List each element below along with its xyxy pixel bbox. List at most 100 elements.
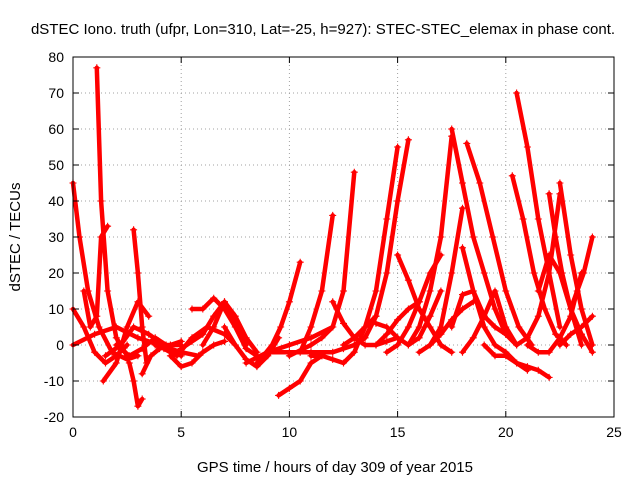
data-point — [545, 269, 553, 277]
data-point — [93, 312, 101, 320]
data-point — [448, 269, 456, 277]
data-point — [383, 323, 391, 331]
series-line — [265, 342, 357, 355]
data-point — [534, 348, 542, 356]
data-point — [307, 352, 315, 360]
x-axis-label: GPS time / hours of day 309 of year 2015 — [197, 459, 473, 476]
y-tick-label: 30 — [48, 229, 64, 245]
data-point — [221, 298, 228, 306]
data-point — [242, 334, 250, 342]
data-point — [588, 341, 596, 349]
data-point — [448, 348, 456, 356]
data-point — [459, 305, 466, 313]
data-point — [448, 125, 456, 133]
data-point — [502, 287, 510, 295]
series-line — [341, 144, 400, 348]
data-point — [134, 402, 142, 410]
data-point — [177, 345, 185, 353]
data-point — [491, 287, 499, 295]
data-point — [394, 334, 402, 342]
data-point — [491, 305, 499, 313]
data-point — [361, 341, 369, 349]
data-point — [523, 341, 531, 349]
data-point — [404, 136, 412, 144]
data-point — [573, 287, 581, 295]
data-point — [188, 359, 196, 367]
data-point — [350, 348, 358, 356]
data-point — [151, 341, 159, 349]
series-line — [557, 313, 595, 348]
data-series — [350, 136, 412, 349]
data-point — [275, 391, 283, 399]
data-series — [125, 359, 146, 410]
data-point — [556, 179, 564, 187]
data-point — [253, 348, 261, 356]
data-point — [580, 269, 588, 277]
series-line — [568, 234, 595, 312]
data-point — [350, 168, 358, 176]
data-point — [588, 312, 596, 320]
data-point — [361, 334, 369, 342]
data-point — [307, 323, 315, 331]
data-point — [394, 341, 402, 349]
data-point — [556, 341, 564, 349]
data-series — [80, 222, 112, 331]
data-point — [221, 323, 228, 331]
data-point — [130, 226, 138, 234]
axis-ticks — [72, 56, 615, 418]
data-point — [578, 341, 585, 349]
data-point — [253, 359, 261, 367]
data-point — [199, 341, 207, 349]
y-axis-label: dSTEC / TECUs — [7, 183, 24, 292]
data-point — [578, 305, 585, 313]
data-point — [523, 334, 531, 342]
series-line — [297, 213, 335, 355]
data-point — [404, 305, 412, 313]
data-point — [210, 294, 218, 302]
series-line — [287, 169, 357, 359]
data-point — [112, 323, 120, 331]
data-point — [97, 197, 105, 205]
data-point — [513, 359, 521, 367]
data-point — [130, 377, 138, 385]
data-series — [340, 143, 402, 349]
data-point — [567, 251, 575, 259]
data-point — [97, 233, 105, 241]
data-point — [588, 348, 596, 356]
data-point — [231, 323, 239, 331]
series-line — [460, 288, 519, 355]
data-point — [104, 222, 112, 230]
data-point — [93, 64, 101, 72]
data-point — [112, 359, 120, 367]
data-point — [329, 323, 337, 331]
x-tick-label: 20 — [498, 424, 514, 440]
data-point — [480, 269, 488, 277]
data-series — [188, 294, 261, 360]
data-point — [437, 287, 445, 295]
data-point — [459, 244, 466, 252]
data-point — [242, 359, 250, 367]
series-line — [131, 227, 149, 366]
data-point — [123, 323, 131, 331]
data-point — [188, 305, 196, 313]
series-line — [449, 126, 509, 337]
data-point — [145, 330, 153, 338]
data-point — [545, 373, 553, 381]
series-line — [384, 252, 444, 355]
data-point — [329, 355, 337, 363]
data-point — [556, 334, 564, 342]
data-point — [160, 345, 168, 353]
x-tick-label: 25 — [606, 424, 622, 440]
data-point — [437, 330, 445, 338]
data-point — [123, 341, 131, 349]
data-point — [383, 269, 391, 277]
data-point — [437, 233, 445, 241]
data-point — [545, 190, 553, 198]
data-point — [350, 334, 358, 342]
data-point — [394, 143, 402, 151]
tick-labels: -20 -10 0 10 20 30 40 50 60 70 80 0 5 10 15 20 25 — [44, 49, 622, 440]
data-point — [307, 341, 315, 349]
data-point — [285, 352, 293, 360]
data-series — [285, 168, 358, 360]
data-point — [567, 305, 575, 313]
